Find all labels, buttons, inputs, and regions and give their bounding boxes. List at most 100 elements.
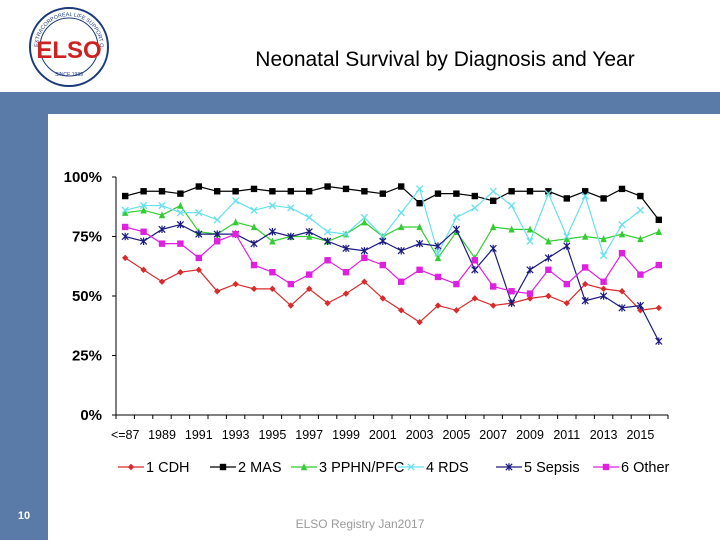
data-point <box>637 192 644 200</box>
series-line-1 <box>124 257 659 323</box>
data-point <box>618 220 626 229</box>
data-point <box>416 199 423 207</box>
data-point <box>140 228 147 235</box>
data-point <box>581 192 589 200</box>
data-point <box>526 266 534 274</box>
data-point <box>582 232 589 240</box>
series-line-4 <box>125 187 641 258</box>
data-point <box>287 204 295 212</box>
x-tick-label: 2011 <box>553 428 580 442</box>
legend-marker <box>407 463 415 471</box>
data-point <box>416 318 423 326</box>
data-point <box>250 206 258 214</box>
data-point <box>287 188 294 195</box>
data-point <box>545 266 552 274</box>
data-point <box>526 225 534 233</box>
data-point <box>545 188 552 195</box>
data-point <box>214 238 221 245</box>
data-point <box>508 288 515 295</box>
data-point <box>655 337 663 345</box>
data-point <box>416 266 423 274</box>
data-point <box>232 218 239 226</box>
y-tick-label: 50% <box>72 288 102 305</box>
data-point <box>526 290 534 297</box>
data-point <box>213 230 221 238</box>
x-tick-label: 1997 <box>295 428 323 442</box>
data-point <box>453 307 460 314</box>
legend-marker <box>219 463 227 471</box>
data-point <box>195 209 203 217</box>
data-point <box>544 254 553 262</box>
data-point <box>158 225 166 234</box>
data-point <box>526 188 534 195</box>
data-point <box>269 237 276 245</box>
data-point <box>600 285 607 293</box>
data-point <box>379 190 386 197</box>
data-point <box>599 292 608 300</box>
data-point <box>360 247 369 255</box>
data-point <box>655 228 662 235</box>
data-point <box>287 280 294 288</box>
data-point <box>490 197 497 204</box>
data-point <box>453 280 460 288</box>
data-point <box>177 190 184 197</box>
data-point <box>453 190 460 197</box>
data-point <box>563 235 570 243</box>
data-point <box>158 278 166 285</box>
data-point <box>397 247 405 255</box>
data-point <box>415 239 424 248</box>
data-point <box>287 302 294 309</box>
x-tick-label: <=87 <box>111 428 140 442</box>
data-point <box>416 223 423 231</box>
data-point <box>121 232 129 241</box>
y-tick-label: 75% <box>72 229 102 246</box>
legend-label: 1 CDH <box>146 460 190 476</box>
x-tick-label: 2001 <box>369 428 397 442</box>
y-tick-label: 25% <box>72 348 102 365</box>
data-point <box>434 190 442 197</box>
data-point <box>342 269 350 276</box>
data-point <box>231 197 240 205</box>
data-point <box>508 225 515 233</box>
data-point <box>360 213 369 222</box>
data-point <box>600 235 607 243</box>
data-point <box>324 257 331 264</box>
data-point <box>342 230 350 238</box>
data-point <box>306 285 313 293</box>
data-point <box>195 254 202 262</box>
data-point <box>250 239 258 248</box>
data-point <box>398 278 405 285</box>
data-point <box>490 223 497 231</box>
data-point <box>379 261 386 269</box>
y-tick-label: 0% <box>80 407 102 424</box>
data-point <box>158 240 166 247</box>
svg-text:ELSO: ELSO <box>36 37 101 64</box>
data-point <box>434 249 442 257</box>
data-point <box>655 216 662 224</box>
data-point <box>637 235 644 243</box>
data-point <box>176 220 185 229</box>
data-point <box>452 213 461 222</box>
data-point <box>507 201 516 210</box>
data-point <box>269 269 276 276</box>
data-point <box>342 185 350 193</box>
x-tick-label: 2005 <box>442 428 470 442</box>
legend-label: 3 PPHN/PFC <box>319 460 404 476</box>
legend-marker <box>127 463 135 471</box>
data-point <box>545 292 552 300</box>
data-point <box>305 228 313 236</box>
data-point <box>563 232 571 241</box>
series-line-5 <box>125 223 660 342</box>
data-point <box>471 295 478 302</box>
data-point <box>398 223 405 231</box>
side-band <box>0 92 48 540</box>
data-point <box>342 290 350 297</box>
data-point <box>250 185 258 193</box>
data-point <box>195 230 203 238</box>
data-point <box>471 257 478 264</box>
legend-label: 2 MAS <box>238 460 282 476</box>
data-point <box>324 299 331 307</box>
data-point <box>361 218 368 226</box>
legend-label: 5 Sepsis <box>524 460 580 476</box>
data-point <box>415 185 424 193</box>
